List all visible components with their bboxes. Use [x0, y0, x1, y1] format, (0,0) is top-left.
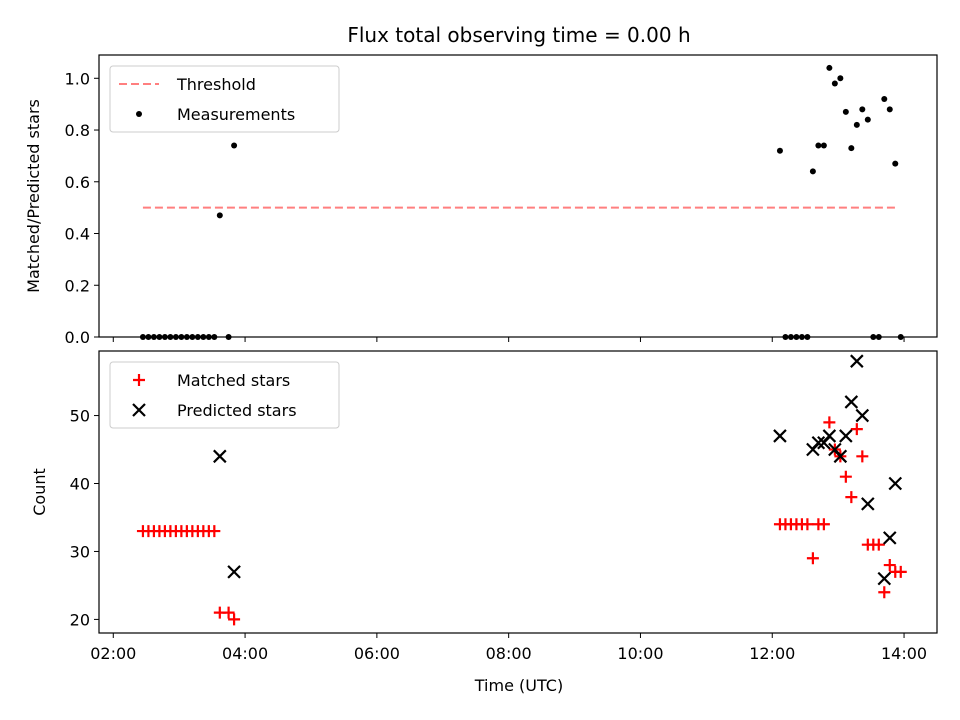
x-tick-label: 08:00	[486, 644, 532, 663]
data-point	[886, 106, 893, 113]
data-point	[208, 525, 221, 538]
data-point	[844, 395, 859, 409]
data-point	[853, 121, 860, 128]
data-point	[776, 147, 783, 154]
legend-marker	[133, 374, 145, 386]
y-tick-label: 0.8	[65, 121, 90, 140]
data-point	[831, 80, 838, 87]
legend-label: Threshold	[176, 75, 256, 94]
data-point	[848, 145, 855, 152]
data-point	[222, 606, 235, 619]
data-point	[837, 75, 844, 82]
plot-frame	[98, 350, 938, 634]
data-point	[811, 435, 826, 450]
legend-label: Matched stars	[177, 371, 290, 390]
top-panel: 0.0 0.2 0.4 0.6 0.8 1.0 Threshold Measurements	[65, 54, 938, 347]
legend-label: Measurements	[177, 105, 295, 124]
data-point	[839, 470, 852, 483]
data-point	[850, 354, 864, 368]
x-tick-label: 06:00	[354, 644, 400, 663]
data-point	[839, 429, 853, 443]
chart-title: Flux total observing time = 0.00 h	[347, 23, 690, 47]
x-tick-label: 02:00	[90, 644, 136, 663]
y-tick-label: 30	[70, 542, 90, 561]
data-point	[892, 160, 899, 167]
legend-label: Predicted stars	[177, 401, 297, 420]
legend-marker	[132, 403, 146, 417]
series-predicted-stars	[213, 354, 903, 586]
y-tick-label: 1.0	[65, 69, 90, 88]
x-tick-label: 12:00	[749, 644, 795, 663]
data-point	[231, 142, 238, 149]
data-point	[227, 565, 241, 579]
series-measurements	[139, 64, 904, 340]
y-tick-label: 0.6	[65, 173, 90, 192]
y-tick-label: 0.2	[65, 276, 90, 295]
data-point	[845, 491, 858, 504]
data-point	[826, 64, 833, 71]
data-point	[861, 497, 875, 511]
y-tick-label: 50	[70, 407, 90, 426]
data-point	[883, 559, 896, 572]
data-point	[864, 116, 871, 123]
x-tick-label: 04:00	[222, 644, 268, 663]
data-point	[773, 429, 787, 443]
data-point	[213, 449, 227, 464]
data-point	[842, 108, 849, 115]
data-point	[817, 518, 830, 531]
legend-frame	[109, 65, 340, 133]
legend: Matched stars Predicted stars	[109, 361, 340, 429]
data-point	[850, 423, 863, 436]
data-point	[820, 142, 827, 149]
data-point	[815, 142, 822, 149]
data-point	[801, 518, 814, 531]
legend-frame	[109, 361, 340, 429]
data-point	[228, 613, 241, 626]
plot-frame	[98, 54, 938, 338]
data-point	[877, 571, 892, 586]
x-tick-label: 10:00	[617, 644, 663, 663]
y-tick-label: 0.0	[65, 328, 90, 347]
bottom-panel: 20 30 40 50 02:00 04:00 06:00 08:00 10:00 12:00 14…	[70, 350, 938, 663]
bottom-y-axis-label: Count	[30, 468, 49, 516]
data-point	[855, 408, 870, 423]
data-point	[888, 476, 903, 491]
data-point	[882, 531, 897, 545]
data-point	[878, 586, 891, 599]
data-point	[872, 538, 885, 551]
data-point	[833, 449, 848, 464]
y-tick-label: 20	[70, 610, 90, 629]
data-point	[859, 106, 866, 113]
y-tick-label: 40	[70, 475, 90, 494]
data-point	[856, 450, 869, 463]
x-tick-label: 14:00	[881, 644, 927, 663]
data-point	[822, 429, 837, 443]
y-tick-label: 0.4	[65, 225, 90, 244]
data-point	[809, 168, 816, 175]
series-matched-stars	[136, 416, 907, 626]
data-point	[806, 552, 819, 565]
data-point	[823, 416, 836, 429]
legend: Threshold Measurements	[109, 65, 340, 133]
data-point	[894, 565, 907, 578]
data-point	[216, 212, 223, 219]
legend-marker	[136, 111, 142, 117]
data-point	[881, 95, 888, 102]
x-axis-label: Time (UTC)	[474, 676, 563, 695]
top-y-axis-label: Matched/Predicted stars	[24, 99, 43, 293]
